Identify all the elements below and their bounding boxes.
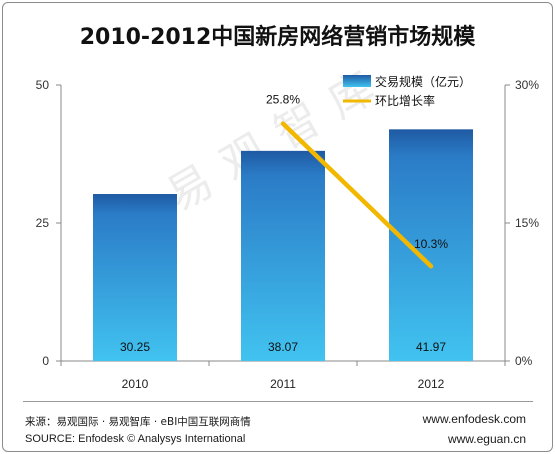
growth-rate-label: 25.8% — [266, 93, 300, 107]
bar-value-label: 41.97 — [416, 340, 446, 354]
bar — [241, 150, 325, 361]
legend-swatch-bar — [343, 75, 371, 87]
y-left-tick-label: 25 — [36, 216, 50, 230]
bar — [93, 194, 177, 361]
chart-title: 2010-2012中国新房网络营销市场规模 — [79, 25, 476, 50]
source-note-en: SOURCE: Enfodesk © Analysys Internationa… — [25, 433, 246, 445]
legend-label-line: 环比增长率 — [375, 93, 435, 108]
enfodesk-link[interactable]: www.enfodesk.com — [422, 412, 526, 426]
bar-value-label: 30.25 — [120, 340, 150, 354]
y-left-tick-label: 50 — [36, 78, 50, 92]
footer-divider — [23, 401, 533, 402]
y-left-tick-label: 0 — [42, 354, 49, 368]
y-right-tick-label: 30% — [515, 78, 539, 92]
y-right-tick-label: 0% — [515, 354, 533, 368]
bar-value-label: 38.07 — [268, 340, 298, 354]
legend-label-bar: 交易规模（亿元） — [375, 74, 471, 89]
eguan-link[interactable]: www.eguan.cn — [447, 432, 526, 446]
chart-canvas: 0 25 50 0% 15% 30% 2010 2011 2012 30.25 38.07 41.9… — [36, 74, 540, 391]
bar — [389, 129, 473, 361]
x-tick-label: 2011 — [270, 377, 296, 391]
source-note-cn: 来源：易观国际 · 易观智库 · eBI中国互联网商情 — [25, 416, 251, 428]
x-tick-label: 2012 — [418, 377, 445, 391]
growth-rate-label: 10.3% — [414, 237, 448, 251]
growth-rate-line — [280, 121, 434, 269]
x-tick-label: 2010 — [122, 377, 149, 391]
y-right-tick-label: 15% — [515, 216, 539, 230]
